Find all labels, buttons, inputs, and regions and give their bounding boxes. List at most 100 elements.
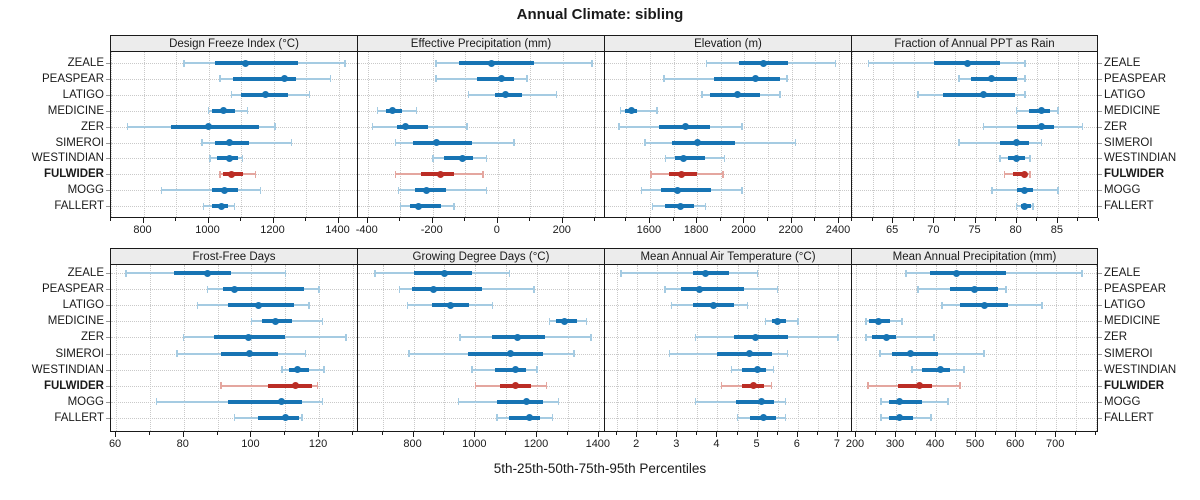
iqr-bar bbox=[467, 351, 544, 356]
whisker-cap-low bbox=[220, 382, 222, 390]
median-dot bbox=[511, 366, 519, 374]
whisker-cap-low bbox=[219, 170, 221, 178]
axis-major-tick bbox=[1015, 432, 1017, 437]
axis-minor-tick bbox=[566, 432, 568, 435]
panel-header: Mean Annual Precipitation (mm) bbox=[851, 248, 1098, 265]
row-side-tick-right bbox=[1098, 190, 1102, 192]
whisker-cap-high bbox=[983, 350, 985, 357]
grid-line-vertical bbox=[975, 52, 977, 217]
whisker-cap-high bbox=[284, 269, 286, 277]
axis-tick-label: 75 bbox=[968, 224, 981, 236]
grid-line-vertical bbox=[1037, 52, 1039, 217]
grid-line-vertical bbox=[149, 265, 151, 431]
row-side-tick-left bbox=[106, 353, 110, 355]
row-side-tick-left bbox=[106, 385, 110, 387]
iqr-bar bbox=[258, 415, 299, 420]
whisker-cap-high bbox=[1024, 59, 1026, 67]
row-label-left: ZER bbox=[81, 120, 104, 133]
axis-tick-label: 60 bbox=[108, 438, 122, 450]
row-label-left: FALLERT bbox=[54, 411, 104, 424]
median-dot bbox=[440, 269, 448, 277]
axis-minor-tick bbox=[912, 218, 914, 221]
grid-line-horizontal bbox=[852, 369, 1097, 371]
median-dot bbox=[458, 154, 466, 162]
whisker-cap-high bbox=[591, 59, 593, 67]
grid-line-vertical bbox=[856, 265, 857, 431]
axis-tick-label: 600 bbox=[1005, 438, 1025, 450]
axis-minor-tick bbox=[1075, 432, 1077, 435]
row-label-left: FULWIDER bbox=[43, 379, 104, 392]
whisker-cap-high bbox=[704, 202, 707, 210]
whisker-cap-high bbox=[1029, 170, 1031, 178]
median-dot bbox=[693, 139, 701, 146]
row-label-left: LATIGO bbox=[62, 88, 104, 101]
whisker-cap-high bbox=[770, 382, 773, 390]
grid-line-vertical bbox=[1036, 265, 1038, 431]
axis-tick-label: 500 bbox=[965, 438, 985, 450]
axis-tick-label: 700 bbox=[1045, 438, 1065, 450]
iqr-bar bbox=[476, 76, 514, 81]
median-dot bbox=[414, 202, 422, 210]
median-dot bbox=[271, 317, 279, 325]
grid-line-vertical bbox=[934, 52, 936, 217]
grid-line-vertical bbox=[791, 52, 793, 217]
grid-line-vertical bbox=[382, 265, 384, 431]
grid-line-vertical bbox=[432, 52, 434, 217]
iqr-bar bbox=[1012, 172, 1028, 177]
whisker-cap-low bbox=[879, 350, 881, 357]
axis-minor-tick bbox=[1036, 218, 1038, 221]
chart-caption: 5th-25th-50th-75th-95th Percentiles bbox=[493, 461, 707, 476]
axis-tick-label: 200 bbox=[845, 438, 865, 450]
row-label-left: SIMEROI bbox=[55, 347, 104, 360]
panel-plot bbox=[604, 265, 851, 432]
whisker-cap-low bbox=[457, 398, 460, 406]
grid-line-horizontal bbox=[605, 174, 851, 176]
panel-header: Effective Precipitation (mm) bbox=[357, 35, 604, 52]
panel-title: Growing Degree Days (°C) bbox=[412, 250, 550, 263]
axis-major-tick bbox=[142, 218, 144, 223]
whisker-cap-high bbox=[1081, 123, 1084, 131]
whisker-cap-high bbox=[321, 398, 324, 406]
whisker-cap-high bbox=[1081, 269, 1083, 277]
whisker-cap-low bbox=[917, 285, 919, 293]
whisker-cap-low bbox=[730, 366, 733, 374]
median-dot bbox=[752, 333, 760, 341]
grid-line-vertical bbox=[797, 265, 799, 431]
grid-line-vertical bbox=[598, 265, 600, 431]
whisker-cap-low bbox=[207, 107, 210, 115]
whisker-cap-high bbox=[1005, 285, 1007, 293]
whisker-cap-high bbox=[453, 202, 455, 210]
whisker-cap-high bbox=[329, 75, 332, 83]
axis-major-tick bbox=[933, 218, 935, 223]
grid-line-horizontal bbox=[852, 401, 1097, 403]
grid-line-vertical bbox=[839, 52, 840, 217]
grid-line-vertical bbox=[837, 265, 839, 431]
row-side-tick-left bbox=[106, 305, 110, 307]
row-label-left: MEDICINE bbox=[47, 104, 104, 117]
axis-minor-tick bbox=[736, 432, 738, 435]
axis-major-tick bbox=[636, 432, 638, 437]
whisker-cap-low bbox=[371, 123, 374, 131]
grid-line-horizontal bbox=[852, 126, 1097, 128]
row-label-right: FALLERT bbox=[1104, 411, 1154, 424]
whisker-cap-low bbox=[432, 154, 434, 162]
median-dot bbox=[1013, 139, 1021, 146]
median-dot bbox=[522, 398, 530, 406]
grid-line-vertical bbox=[506, 265, 508, 431]
whisker-cap-low bbox=[125, 269, 127, 277]
row-label-left: PEASPEAR bbox=[42, 283, 104, 296]
whisker-cap-high bbox=[746, 301, 749, 309]
whisker-cap-high bbox=[508, 269, 511, 277]
whisker-range bbox=[620, 109, 657, 112]
whisker-cap-low bbox=[399, 202, 401, 210]
whisker-cap-high bbox=[1024, 75, 1026, 83]
whisker-cap-low bbox=[720, 382, 723, 390]
grid-line-horizontal bbox=[358, 417, 604, 419]
grid-line-vertical bbox=[1076, 265, 1078, 431]
row-label-right: MEDICINE bbox=[1104, 315, 1161, 328]
row-label-right: PEASPEAR bbox=[1104, 283, 1166, 296]
whisker-range bbox=[621, 272, 758, 274]
whisker-cap-low bbox=[160, 186, 163, 194]
iqr-bar bbox=[509, 415, 541, 420]
whisker-cap-low bbox=[471, 366, 473, 374]
